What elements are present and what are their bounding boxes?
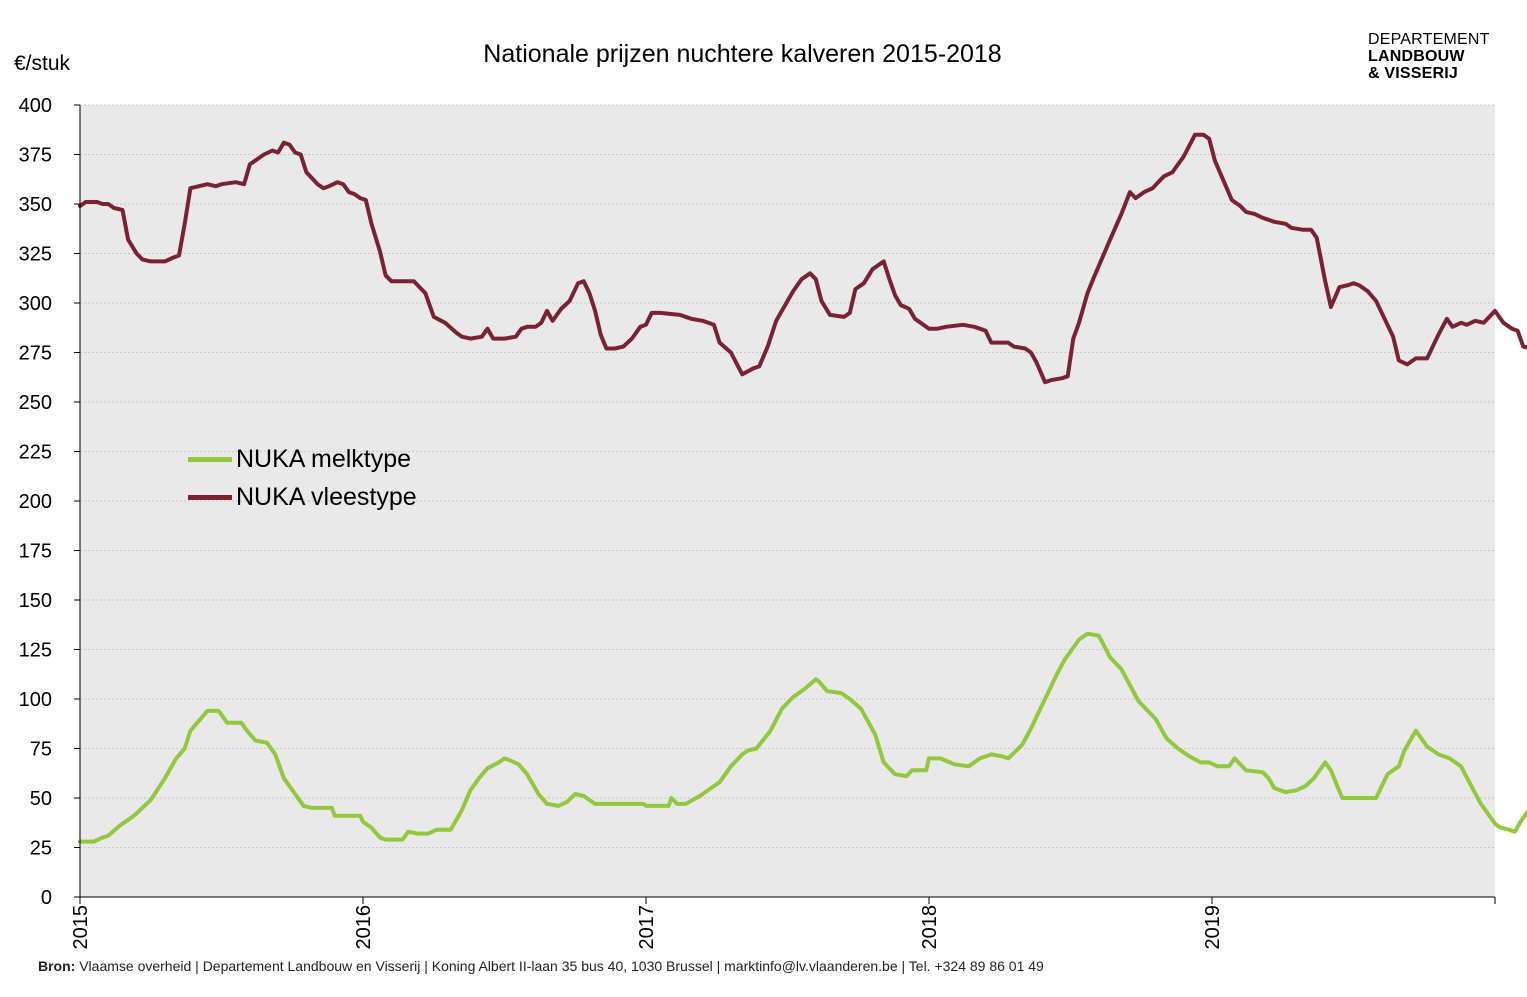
source-note: Bron: Vlaamse overheid | Departement Lan…: [38, 958, 1044, 974]
y-tick-label-300: 300: [19, 293, 52, 315]
y-tick-label-250: 250: [19, 392, 52, 414]
y-tick-label-0: 0: [41, 887, 52, 909]
y-tick-label-125: 125: [19, 640, 52, 662]
legend-swatch-vleestype: [188, 494, 232, 500]
series-line-nuka-vleestype: [78, 132, 1527, 385]
y-tick-label-25: 25: [30, 838, 52, 860]
legend-swatch-melktype: [188, 456, 232, 462]
legend: NUKA melktype NUKA vleestype: [188, 440, 417, 516]
logo-line-3: & VISSERIJ: [1368, 65, 1459, 82]
series-group: [78, 132, 1527, 844]
source-text: Vlaamse overheid | Departement Landbouw …: [79, 958, 1044, 974]
y-axis-label: €/stuk: [14, 52, 71, 75]
legend-item-vleestype: NUKA vleestype: [188, 478, 417, 516]
x-tick-labels: 2015 2016 2017 2018 2019: [70, 897, 1496, 950]
x-tick-label-2016: 2016: [353, 905, 375, 950]
y-tick-label-275: 275: [19, 343, 52, 365]
x-tick-label-2019: 2019: [1202, 905, 1224, 950]
y-tick-label-100: 100: [19, 689, 52, 711]
y-tick-label-325: 325: [19, 244, 52, 266]
source-label: Bron:: [38, 958, 76, 974]
department-logo: DEPARTEMENT LANDBOUW & VISSERIJ: [1368, 31, 1490, 82]
legend-label-melktype: NUKA melktype: [236, 444, 412, 473]
y-tick-label-350: 350: [19, 194, 52, 216]
y-tick-label-75: 75: [30, 739, 52, 761]
y-tick-label-400: 400: [19, 95, 52, 117]
logo-line-2: LANDBOUW: [1368, 48, 1465, 65]
y-tick-label-375: 375: [19, 145, 52, 167]
x-tick-label-2017: 2017: [636, 905, 658, 950]
y-tick-label-150: 150: [19, 590, 52, 612]
legend-label-vleestype: NUKA vleestype: [236, 482, 417, 511]
legend-item-melktype: NUKA melktype: [188, 440, 417, 478]
series-line-nuka-melktype: [78, 631, 1527, 844]
y-tick-label-175: 175: [19, 541, 52, 563]
y-tick-labels: 0 25 50 75 100 125 150 175 200 225 250 275 300 325 350…: [19, 95, 80, 909]
plot-background: [80, 105, 1495, 897]
x-tick-label-2018: 2018: [919, 905, 941, 950]
y-tick-label-50: 50: [30, 788, 52, 810]
x-tick-label-2015: 2015: [70, 905, 92, 950]
y-tick-label-200: 200: [19, 491, 52, 513]
logo-line-1: DEPARTEMENT: [1368, 31, 1490, 48]
y-tick-label-225: 225: [19, 442, 52, 464]
chart-title: Nationale prijzen nuchtere kalveren 2015…: [483, 40, 1002, 68]
